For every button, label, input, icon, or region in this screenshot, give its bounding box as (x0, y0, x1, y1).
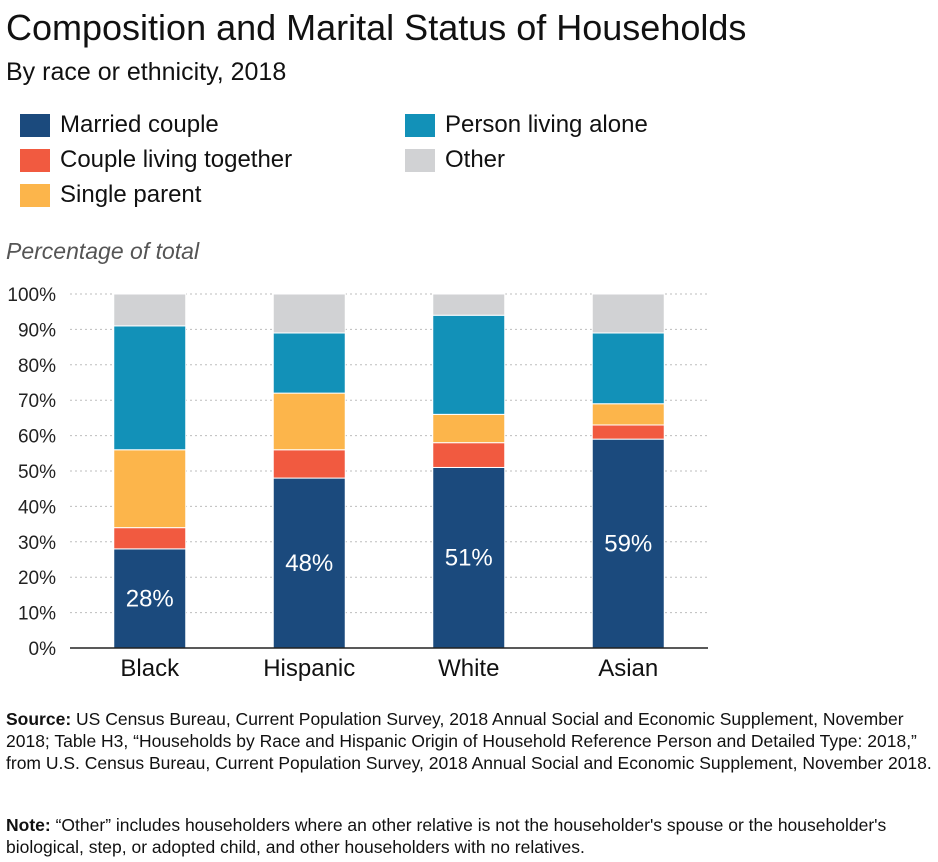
y-tick-label: 10% (18, 604, 56, 625)
bar-segment (113, 527, 187, 550)
legend-swatch-other (405, 148, 435, 172)
source-text: US Census Bureau, Current Population Sur… (6, 709, 932, 773)
bar-segment (272, 293, 346, 334)
chart-title: Composition and Marital Status of Househ… (6, 7, 747, 48)
x-category-label: Black (120, 655, 180, 682)
y-tick-label: 30% (18, 533, 56, 554)
bar-segment (113, 449, 187, 529)
bar-segment (591, 438, 665, 649)
bar-segment (272, 477, 346, 649)
legend-swatch-married-couple (20, 113, 50, 137)
bar-segment (432, 314, 506, 415)
y-tick-label: 60% (18, 427, 56, 448)
legend-item-couple-living-together: Couple living together (20, 145, 292, 175)
legend-label: Single parent (60, 181, 202, 208)
y-axis-label: Percentage of total (6, 238, 200, 264)
y-tick-label: 50% (18, 462, 56, 483)
x-category-label: Asian (598, 655, 658, 682)
legend-label: Other (445, 146, 506, 173)
data-label: 28% (126, 585, 174, 612)
legend-swatch-single-parent (20, 183, 50, 207)
note-text: “Other” includes householders where an o… (6, 815, 887, 857)
legend-swatch-person-living-alone (405, 113, 435, 137)
bar-segment (432, 466, 506, 649)
legend-item-married-couple: Married couple (20, 110, 219, 140)
y-tick-label: 100% (7, 285, 56, 306)
data-label: 59% (604, 531, 652, 558)
note-label: Note: (6, 815, 51, 835)
data-label: 48% (285, 550, 333, 577)
legend-label: Couple living together (60, 146, 293, 173)
y-tick-label: 0% (29, 639, 57, 660)
legend-label: Person living alone (445, 111, 648, 138)
bar-segment (113, 548, 187, 649)
legend-item-person-living-alone: Person living alone (405, 110, 648, 140)
x-category-label: Hispanic (263, 655, 355, 682)
bar-segment (432, 293, 506, 316)
data-label: 51% (445, 545, 493, 572)
x-category-label: White (438, 655, 499, 682)
bar-segment (591, 293, 665, 334)
bar-segment (432, 413, 506, 444)
y-tick-label: 40% (18, 497, 56, 518)
y-tick-label: 70% (18, 391, 56, 412)
legend-label: Married couple (60, 111, 219, 138)
bar-segment (591, 424, 665, 440)
bar-segment (432, 442, 506, 468)
bar-segment (272, 332, 346, 394)
bar-segment (272, 392, 346, 451)
bar-segment (113, 293, 187, 327)
legend-item-single-parent: Single parent (20, 180, 201, 210)
bar-segment (591, 332, 665, 405)
source-label: Source: (6, 709, 72, 729)
y-tick-label: 90% (18, 320, 56, 341)
legend-swatch-couple-living-together (20, 148, 50, 172)
legend-item-other: Other (405, 145, 505, 175)
bar-segment (591, 403, 665, 426)
y-tick-label: 80% (18, 356, 56, 377)
chart-subtitle: By race or ethnicity, 2018 (6, 58, 287, 86)
bar-segment (113, 325, 187, 451)
bar-segment (272, 449, 346, 479)
stacked-bar-chart: 0% 10% 20% 30% 40% 50% 60% 70% 80% 90% 100% 28% Blac… (7, 285, 708, 682)
y-tick-label: 20% (18, 568, 56, 589)
source-note: Source: US Census Bureau, Current Popula… (6, 708, 932, 774)
note: Note: “Other” includes householders wher… (6, 814, 932, 858)
